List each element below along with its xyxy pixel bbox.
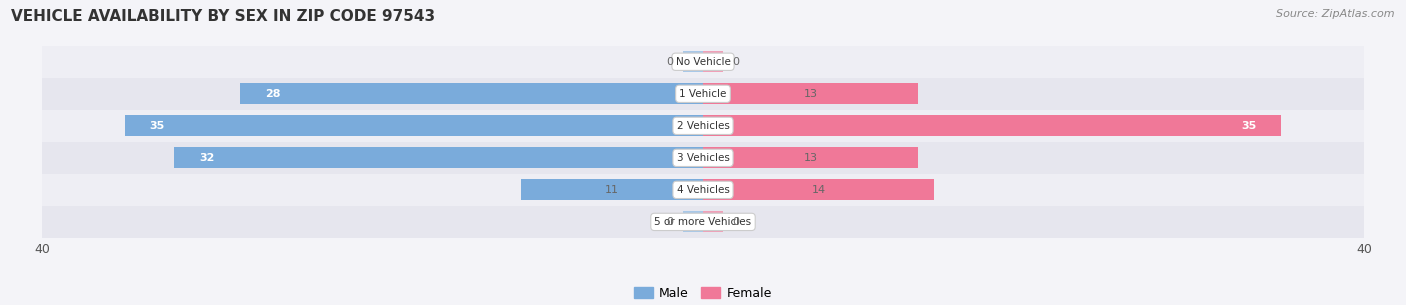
Text: 28: 28 [266,89,281,99]
Text: 3 Vehicles: 3 Vehicles [676,153,730,163]
Text: VEHICLE AVAILABILITY BY SEX IN ZIP CODE 97543: VEHICLE AVAILABILITY BY SEX IN ZIP CODE … [11,9,436,24]
Bar [703,179,934,200]
Bar [683,51,703,72]
Legend: Male, Female: Male, Female [630,282,776,305]
Text: 4 Vehicles: 4 Vehicles [676,185,730,195]
Text: Source: ZipAtlas.com: Source: ZipAtlas.com [1277,9,1395,19]
Bar [42,46,1364,78]
Bar [42,110,1364,142]
Bar [703,83,918,104]
Text: 14: 14 [811,185,825,195]
Bar [125,115,703,136]
Bar [42,206,1364,238]
Bar [174,147,703,168]
Text: No Vehicle: No Vehicle [675,57,731,67]
Text: 0: 0 [666,57,673,67]
Text: 35: 35 [1241,121,1257,131]
Text: 13: 13 [803,89,817,99]
Text: 5 or more Vehicles: 5 or more Vehicles [654,217,752,227]
Text: 0: 0 [666,217,673,227]
Bar [522,179,703,200]
Text: 35: 35 [149,121,165,131]
Text: 13: 13 [803,153,817,163]
Bar [703,51,723,72]
Text: 0: 0 [733,217,740,227]
Bar [42,174,1364,206]
Text: 0: 0 [733,57,740,67]
Text: 32: 32 [200,153,215,163]
Bar [683,211,703,232]
Text: 1 Vehicle: 1 Vehicle [679,89,727,99]
Bar [703,147,918,168]
Bar [703,211,723,232]
Bar [240,83,703,104]
Text: 11: 11 [605,185,619,195]
Text: 2 Vehicles: 2 Vehicles [676,121,730,131]
Bar [42,142,1364,174]
Bar [42,78,1364,110]
Bar [703,115,1281,136]
